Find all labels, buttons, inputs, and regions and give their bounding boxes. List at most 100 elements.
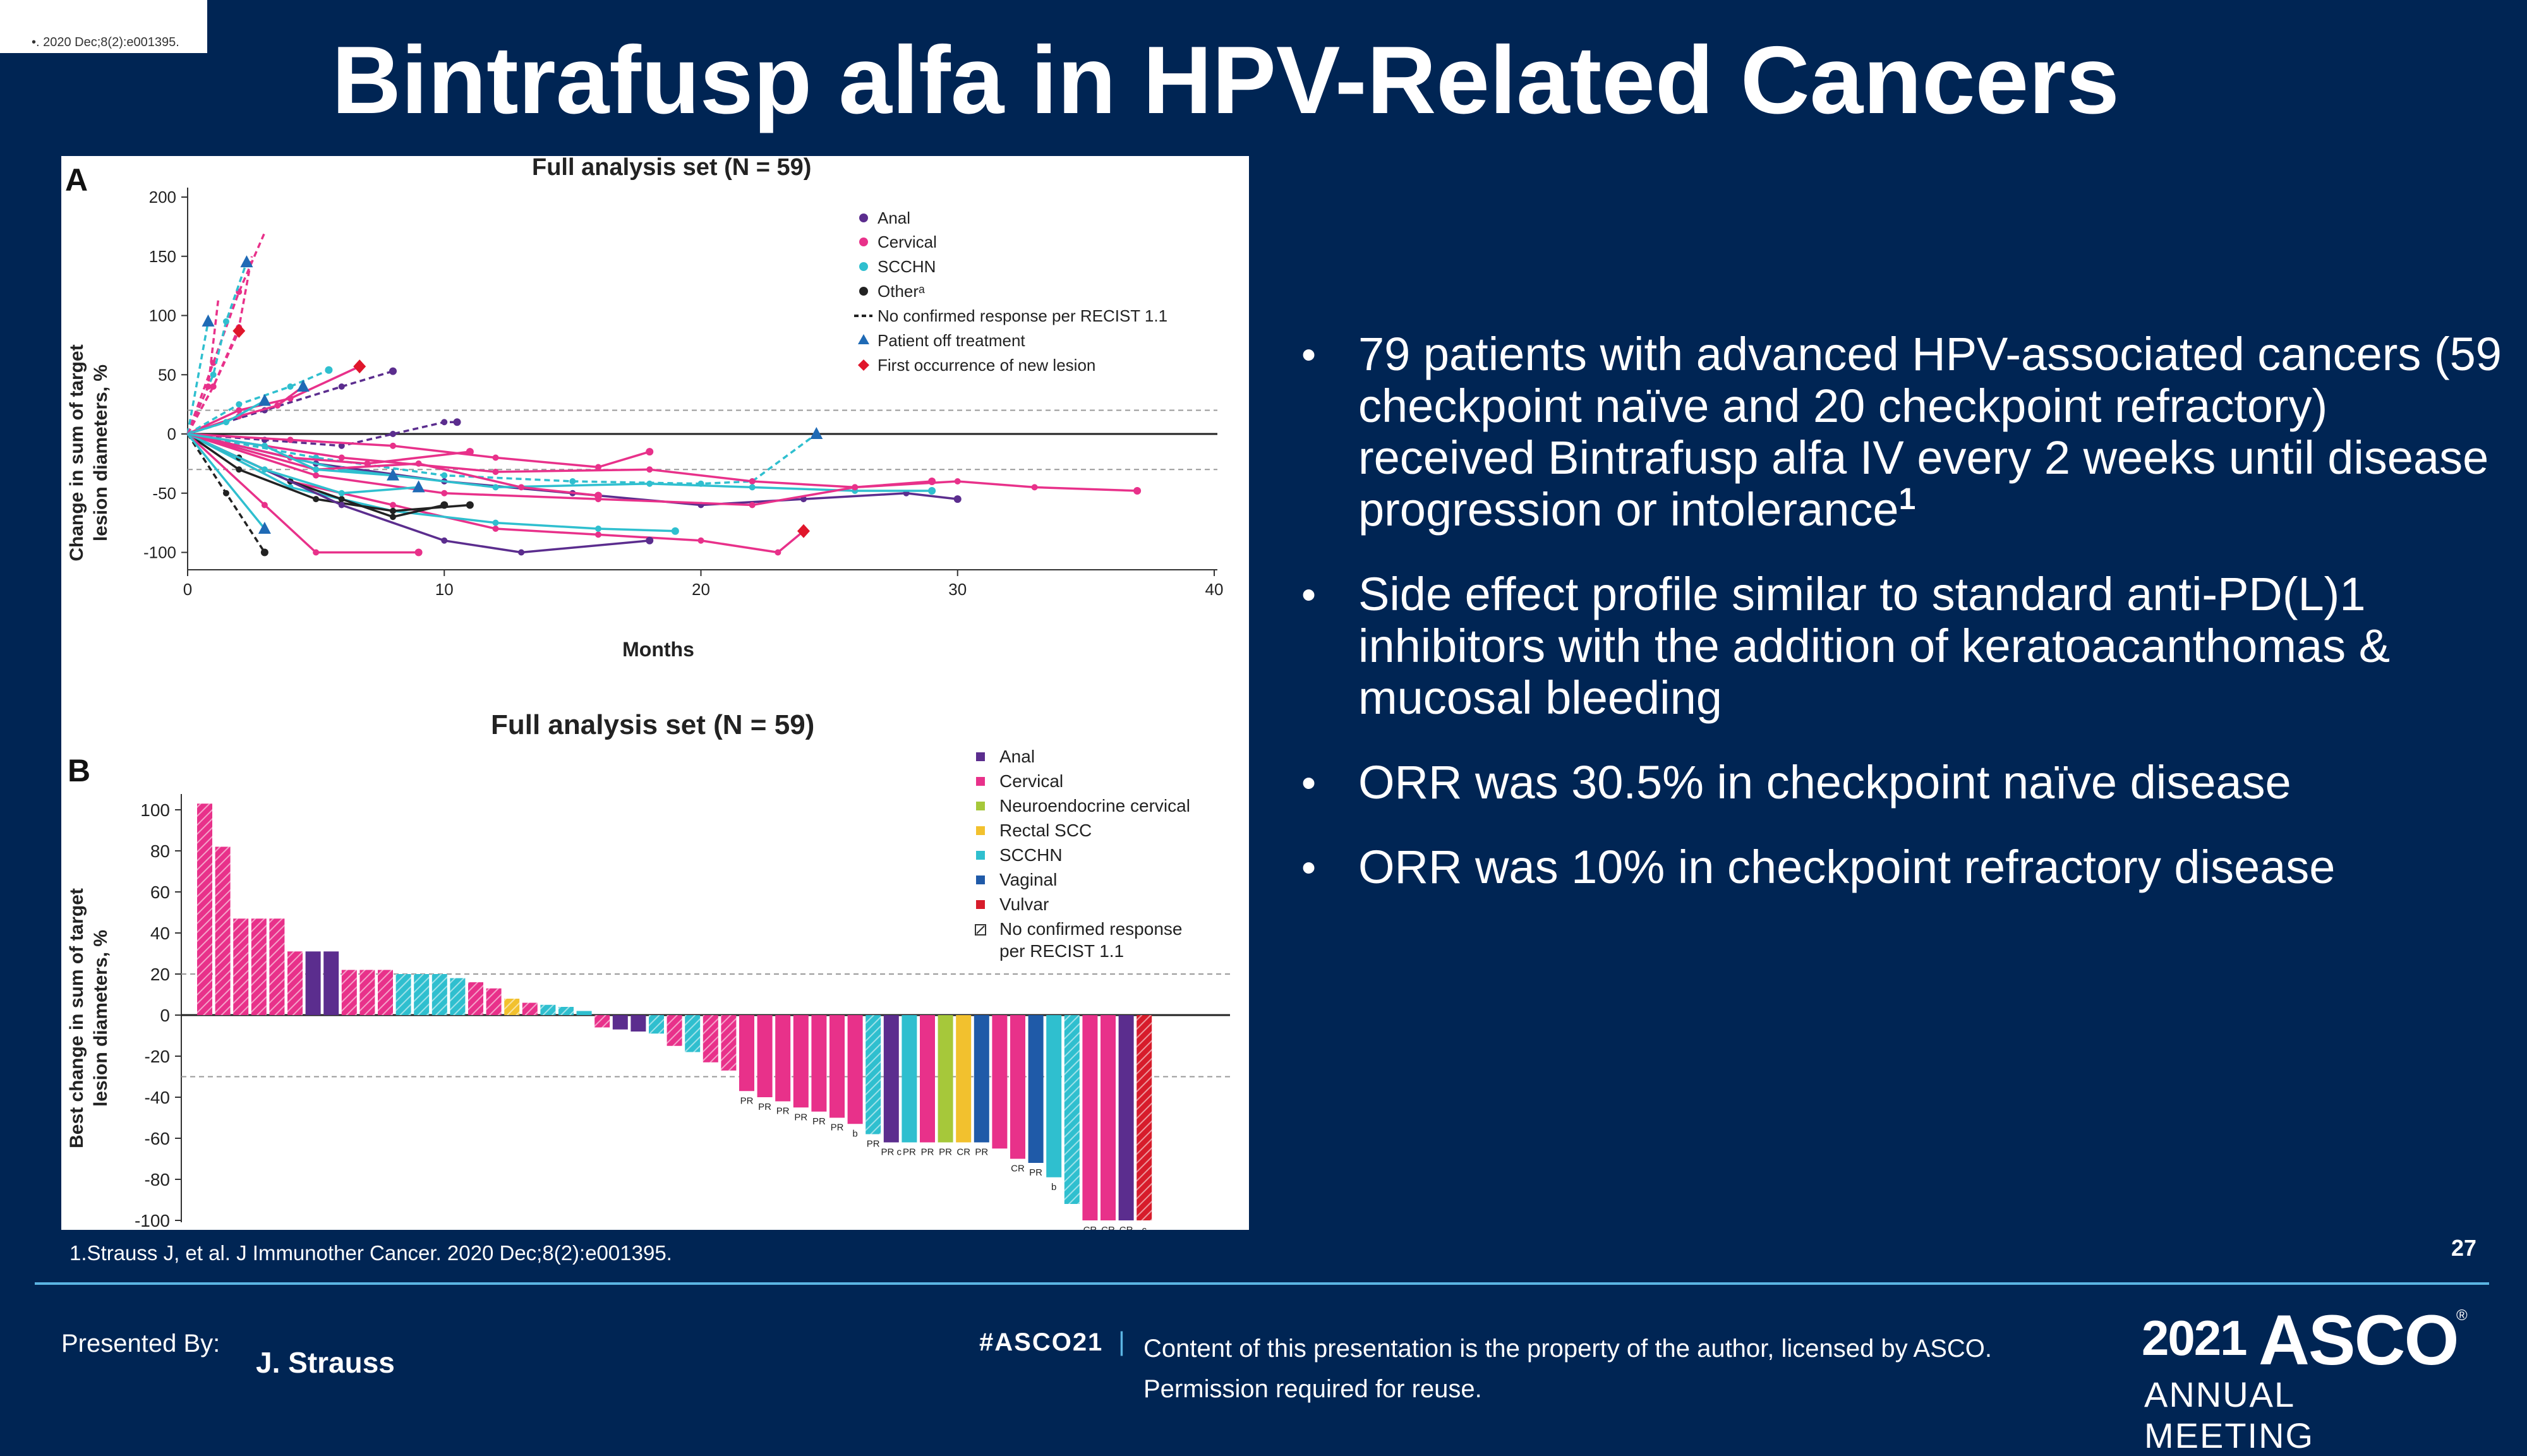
legend-scchn: SCCHN	[878, 257, 936, 276]
trace-point	[222, 490, 229, 496]
patient-trace	[186, 232, 266, 435]
waterfall-bar-hatch	[251, 918, 267, 1015]
panel-a-y-tick-label: -50	[152, 484, 176, 503]
trace-point	[338, 383, 345, 390]
trace-end-point	[414, 548, 423, 557]
waterfall-bar	[1046, 1015, 1062, 1177]
logo-year: 2021	[2142, 1310, 2248, 1366]
waterfall-bar-hatch	[649, 1015, 664, 1034]
off-treatment-marker	[258, 522, 271, 534]
trace-end-point	[389, 367, 397, 375]
trace-end-point	[466, 501, 474, 509]
new-lesion-marker	[232, 323, 246, 338]
bar-response-label: CR	[1011, 1164, 1025, 1174]
panel-a-y-tick-label: 100	[149, 306, 176, 325]
legend-b-anal: Anal	[999, 747, 1035, 766]
patient-trace	[186, 433, 419, 554]
waterfall-bar-hatch	[1064, 1015, 1080, 1204]
patient-trace	[187, 433, 419, 495]
bullet-item: ORR was 10% in checkpoint refractory dis…	[1295, 841, 2508, 894]
panel-b-y-tick-label: -40	[145, 1088, 170, 1107]
panel-a-x-tick-label: 0	[183, 580, 192, 599]
waterfall-bar-hatch	[721, 1015, 737, 1071]
trace-point	[697, 537, 704, 544]
trace-end-point	[646, 448, 654, 456]
waterfall-bar-hatch	[269, 918, 285, 1015]
legend-other: Otherᵃ	[878, 282, 925, 301]
waterfall-bar-hatch	[287, 951, 303, 1015]
trace-point	[274, 402, 281, 409]
bar-response-label: PR c	[881, 1147, 902, 1158]
waterfall-bar	[920, 1015, 935, 1143]
hashtag: #ASCO21	[979, 1328, 1104, 1356]
bar-response-label: PR	[812, 1116, 826, 1127]
trace-point	[595, 464, 601, 471]
bar-response-label: PR	[776, 1106, 790, 1117]
copyright-notice: Content of this presentation is the prop…	[1143, 1335, 1993, 1403]
logo-subtitle: ANNUAL MEETING	[2144, 1375, 2315, 1455]
off-treatment-marker	[412, 480, 425, 493]
trace-end-point	[453, 418, 461, 426]
trace-end-point	[953, 495, 962, 503]
waterfall-bar-hatch	[666, 1015, 682, 1046]
waterfall-bar-hatch	[594, 1015, 610, 1028]
trace-point	[313, 472, 320, 479]
bar-response-label: CR	[1083, 1225, 1097, 1230]
panel-b-title: Full analysis set (N = 59)	[491, 709, 814, 740]
panel-a-ylabel-2: lesion diameters, %	[90, 364, 111, 541]
waterfall-bar-hatch	[486, 988, 502, 1015]
waterfall-bar-hatch	[431, 974, 447, 1015]
legend-b-no-confirmed-2: per RECIST 1.1	[999, 941, 1124, 961]
trace-point	[236, 466, 243, 473]
trace-point	[210, 383, 217, 390]
patient-trace	[187, 433, 471, 465]
footer-separator: |	[1118, 1327, 1125, 1356]
legend-anal: Anal	[878, 208, 910, 227]
trace-point	[338, 496, 345, 503]
trace-point	[364, 460, 371, 467]
trace-end-point	[440, 501, 449, 509]
bar-response-label: b	[1051, 1182, 1056, 1193]
waterfall-bar-hatch	[540, 1004, 556, 1015]
waterfall-bar	[811, 1015, 827, 1112]
presented-by-label: Presented By:	[61, 1330, 220, 1357]
footer-divider	[35, 1282, 2489, 1285]
trace-point	[441, 490, 448, 496]
trace-point	[210, 371, 217, 378]
panel-b-y-tick-label: 40	[150, 924, 170, 943]
trace-point	[595, 531, 601, 538]
trace-point	[492, 526, 499, 532]
waterfall-bar-hatch	[215, 846, 231, 1015]
trace-point	[852, 484, 859, 491]
reference-citation: 1.Strauss J, et al. J Immunother Cancer.…	[69, 1241, 672, 1265]
trace-point	[595, 526, 601, 532]
trace-point	[236, 401, 243, 408]
panel-a-ylabel-1: Change in sum of target	[66, 344, 87, 561]
panel-a-legend: Anal Cervical SCCHN Otherᵃ No confirmed …	[854, 208, 1167, 375]
trace-point	[287, 436, 294, 443]
trace-end-point	[1133, 487, 1142, 495]
waterfall-bar-hatch	[1137, 1015, 1152, 1220]
waterfall-bar	[305, 951, 321, 1015]
waterfall-bar-hatch	[468, 982, 483, 1015]
panel-a-y-axis: 200 150 100 50 0 -50 -100	[143, 188, 188, 570]
panel-a-y-tick-label: 0	[167, 424, 176, 443]
trace-point	[518, 549, 525, 556]
waterfall-bar	[1028, 1015, 1044, 1163]
legend-b-cervical: Cervical	[999, 771, 1063, 791]
bar-response-label: b	[852, 1128, 857, 1139]
bullet-item: ORR was 30.5% in checkpoint naïve diseas…	[1295, 757, 2508, 809]
waterfall-bar	[1082, 1015, 1098, 1220]
waterfall-bar-hatch	[197, 803, 212, 1015]
trace-point	[1031, 484, 1038, 491]
panel-b-y-tick-label: -100	[135, 1211, 170, 1230]
trace-point	[222, 318, 229, 325]
waterfall-bar-hatch	[685, 1015, 701, 1052]
trace-point	[775, 549, 781, 556]
trace-point	[313, 549, 320, 556]
waterfall-bar	[775, 1015, 791, 1102]
bar-response-label: PR	[903, 1147, 916, 1158]
trace-point	[518, 484, 525, 491]
panel-b-legend: Anal Cervical Neuroendocrine cervical Re…	[975, 747, 1190, 961]
